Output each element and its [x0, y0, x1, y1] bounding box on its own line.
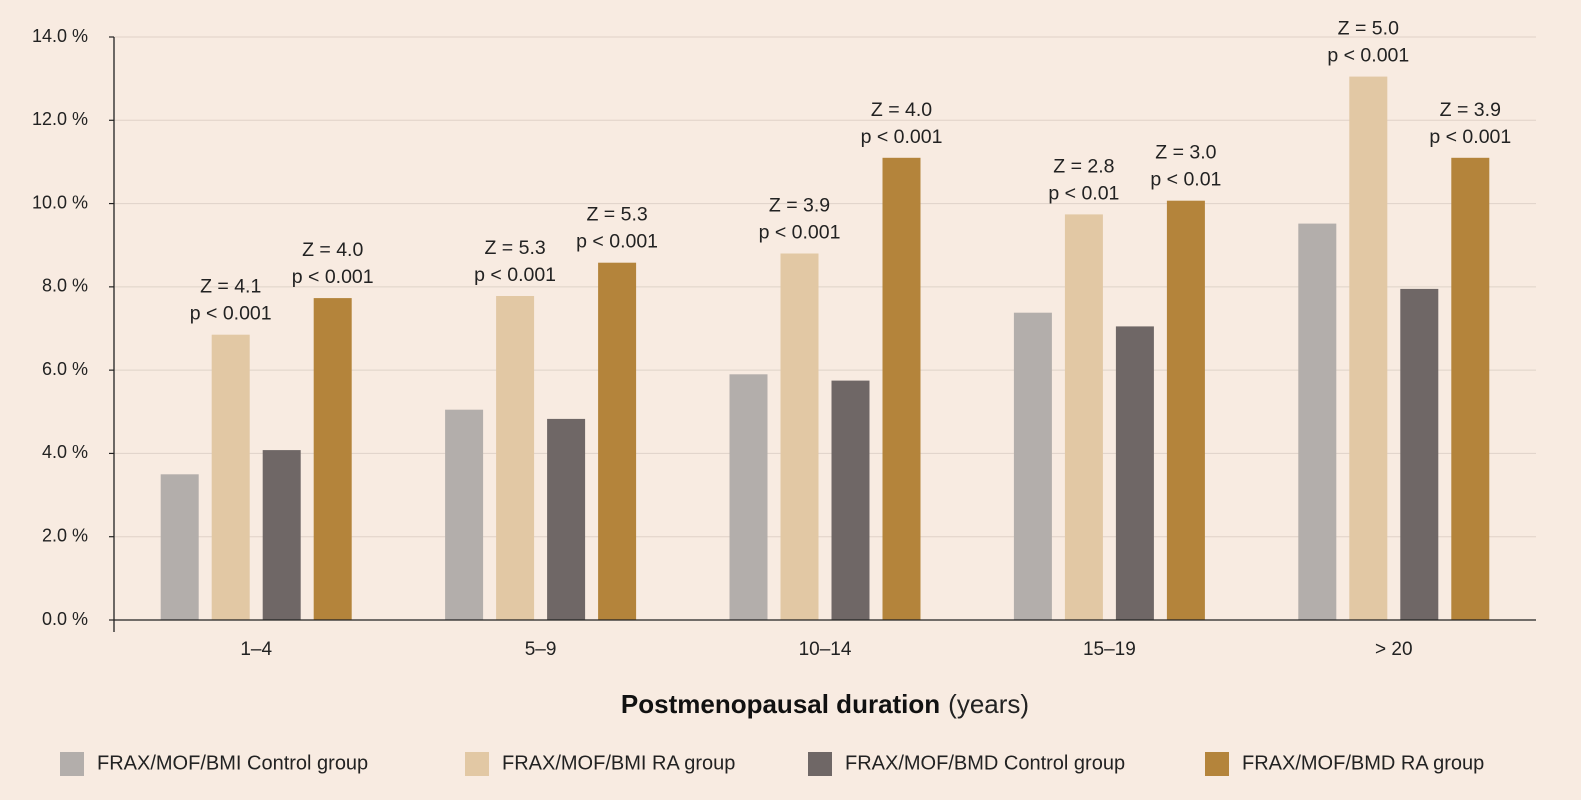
y-tick-label: 12.0 %	[32, 109, 88, 129]
bar	[882, 157, 921, 621]
annotation-z: Z = 5.0	[1338, 18, 1399, 40]
y-tick-label: 4.0 %	[42, 442, 88, 462]
bar	[211, 334, 250, 620]
annotation-z: Z = 2.8	[1053, 155, 1114, 177]
x-tick-label: > 20	[1375, 639, 1413, 660]
y-tick-label: 10.0 %	[32, 192, 88, 212]
annotation-z: Z = 4.0	[871, 99, 932, 121]
bar	[1115, 326, 1154, 620]
legend-item: FRAX/MOF/BMD Control group	[808, 752, 1125, 776]
bar	[1451, 157, 1490, 621]
bar	[262, 450, 301, 620]
legend-label: FRAX/MOF/BMD Control group	[845, 752, 1125, 774]
x-tick-label: 1–4	[240, 639, 272, 660]
y-tick-label: 14.0 %	[32, 26, 88, 46]
annotation-z: Z = 5.3	[586, 204, 647, 226]
annotation-p: p < 0.001	[292, 266, 374, 288]
annotation-p: p < 0.001	[576, 231, 658, 253]
annotation-p: p < 0.01	[1150, 169, 1221, 191]
bar	[160, 474, 199, 621]
x-axis-title-main: Postmenopausal duration	[621, 689, 940, 719]
bar	[496, 296, 535, 620]
legend-swatch	[465, 752, 489, 776]
bar	[1013, 312, 1052, 620]
annotation-p: p < 0.001	[759, 222, 841, 244]
legend-swatch	[60, 752, 84, 776]
y-tick-labels: 0.0 % 2.0 % 4.0 % 6.0 % 8.0 % 10.0 % 12.0 % 14.…	[32, 26, 88, 629]
annotation-z: Z = 3.0	[1155, 142, 1216, 164]
bar	[1166, 200, 1205, 620]
x-tick-label: 10–14	[799, 639, 852, 660]
y-tick-label: 6.0 %	[42, 359, 88, 379]
legend-item: FRAX/MOF/BMI RA group	[465, 752, 735, 776]
y-tick-label: 8.0 %	[42, 276, 88, 296]
annotation-p: p < 0.001	[190, 303, 272, 325]
bar	[831, 380, 870, 620]
annotation-z: Z = 5.3	[484, 237, 545, 259]
legend-label: FRAX/MOF/BMD RA group	[1242, 752, 1484, 774]
bar	[313, 298, 352, 620]
bar	[780, 253, 819, 620]
legend: FRAX/MOF/BMI Control group FRAX/MOF/BMI R…	[60, 752, 1484, 776]
bar	[1349, 76, 1388, 621]
annotation-p: p < 0.001	[1429, 126, 1511, 148]
x-tick-label: 5–9	[525, 639, 557, 660]
annotation-z: Z = 4.1	[200, 276, 261, 298]
legend-item: FRAX/MOF/BMD RA group	[1205, 752, 1484, 776]
legend-item: FRAX/MOF/BMI Control group	[60, 752, 368, 776]
bar	[729, 374, 768, 620]
bar	[1298, 223, 1337, 620]
annotation-p: p < 0.001	[861, 126, 943, 148]
bar	[1064, 214, 1103, 620]
bar	[598, 262, 637, 620]
legend-label: FRAX/MOF/BMI RA group	[502, 752, 735, 774]
x-tick-label: 15–19	[1083, 639, 1136, 660]
annotation-p: p < 0.001	[1327, 45, 1409, 67]
x-tick-labels: 1–4 5–9 10–14 15–19 > 20	[240, 639, 1412, 660]
bar	[1400, 288, 1439, 620]
annotation-p: p < 0.001	[474, 264, 556, 286]
legend-swatch	[808, 752, 832, 776]
annotation-z: Z = 3.9	[1440, 99, 1501, 121]
annotation-z: Z = 3.9	[769, 195, 830, 217]
annotation-z: Z = 4.0	[302, 239, 363, 261]
annotations: Z = 4.1 p < 0.001 Z = 4.0 p < 0.001 Z = 5.3 p…	[190, 18, 1511, 325]
annotation-p: p < 0.01	[1048, 182, 1119, 204]
legend-swatch	[1205, 752, 1229, 776]
axes	[109, 36, 1536, 632]
y-tick-label: 2.0 %	[42, 525, 88, 545]
x-axis-title-unit: (years)	[948, 689, 1029, 719]
x-axis-title: Postmenopausal duration (years)	[621, 689, 1029, 719]
bar	[445, 409, 484, 620]
y-tick-label: 0.0 %	[42, 609, 88, 629]
bar	[547, 418, 586, 620]
legend-label: FRAX/MOF/BMI Control group	[97, 752, 368, 774]
bars	[160, 76, 1490, 621]
